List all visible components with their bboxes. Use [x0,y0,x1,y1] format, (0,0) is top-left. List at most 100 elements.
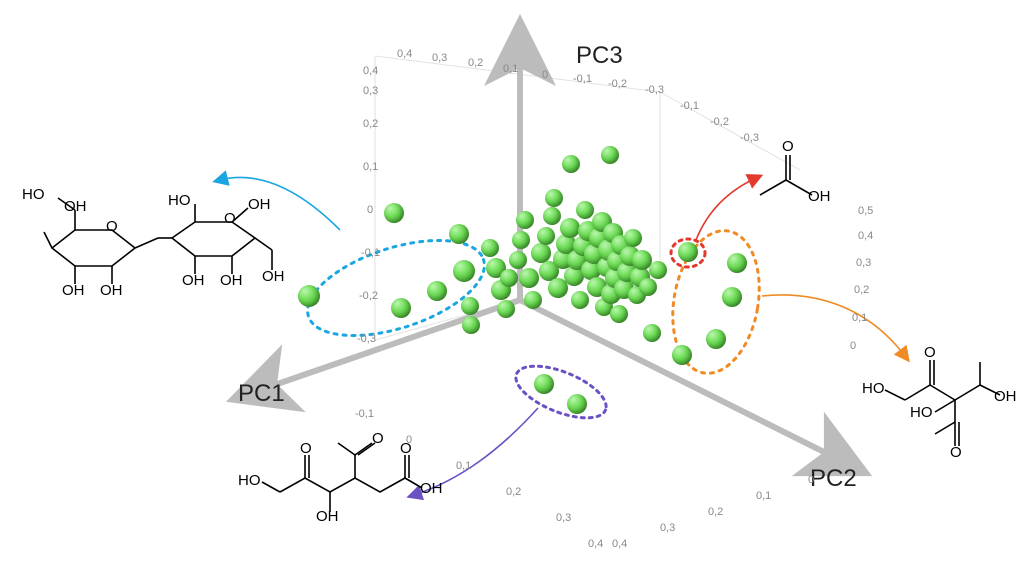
data-point [624,229,642,247]
data-point [562,155,580,173]
red-arrow [696,178,756,240]
chem-o: O [924,344,936,361]
data-point [537,227,555,245]
data-point [531,243,551,263]
data-point [519,268,539,288]
data-point [601,146,619,164]
tick-label: -0,3 [357,333,376,345]
data-point [384,203,404,223]
data-point [391,298,411,318]
data-point [576,201,594,219]
data-point [672,345,692,365]
chem-oh: OH [808,188,831,205]
data-point [481,239,499,257]
data-point [643,324,661,342]
tick-label: -0,3 [645,84,664,96]
blue-arrow [220,177,340,230]
tick-label: 0 [808,474,814,486]
tick-label: 0,1 [852,312,867,324]
tick-label: -0,1 [361,247,380,259]
chem-o: O [950,444,962,461]
molecule-citric-acid-like [262,443,422,512]
tick-label: 0,5 [858,205,873,217]
data-point [610,305,628,323]
blue-cluster [296,222,496,355]
chem-oh: OH [182,272,205,289]
tick-label: 0,4 [397,48,412,60]
data-point [560,218,580,238]
tick-label: 0,4 [612,538,627,550]
chem-ho: HO [238,472,261,489]
data-point [509,251,527,269]
data-point [567,394,587,414]
tick-label: 0,1 [456,460,471,472]
data-point [516,211,534,229]
tick-label: 0,4 [363,65,378,77]
data-point [722,287,742,307]
tick-label: -0,1 [573,73,592,85]
data-point [543,207,561,225]
tick-label: 0,3 [363,85,378,97]
tick-label: -0,2 [710,116,729,128]
data-point [512,231,530,249]
tick-label: 0 [367,204,373,216]
chem-o: O [224,210,236,227]
chem-oh: OH [248,196,271,213]
tick-label: 0,2 [854,284,869,296]
data-point [453,260,475,282]
data-point [524,291,542,309]
chem-o: O [782,138,794,155]
data-point [649,261,667,279]
chem-oh: OH [316,508,339,525]
tick-label: 0,2 [506,486,521,498]
data-point [427,281,447,301]
axis-pc1 [260,300,520,390]
tick-label: 0,2 [363,118,378,130]
data-point [571,291,589,309]
chem-ho: HO [862,380,885,397]
orange-arrow [762,295,905,356]
chem-ho: HO [22,186,45,203]
chem-ho: HO [910,404,933,421]
tick-label: -0,1 [680,100,699,112]
tick-label: 0,4 [858,230,873,242]
tick-label: 0,3 [556,512,571,524]
chem-o: O [106,218,118,235]
data-point [500,269,518,287]
tick-label: 0,1 [756,490,771,502]
chem-ho: HO [168,192,191,209]
tick-label: -0,1 [355,408,374,420]
tick-label: 0,3 [856,257,871,269]
tick-label: 0,2 [468,57,483,69]
molecule-acetic-acid [760,155,812,195]
tick-label: -0,2 [608,78,627,90]
chem-oh: OH [64,198,87,215]
data-point [462,316,480,334]
data-point [678,242,698,262]
data-point [534,374,554,394]
tick-label: -0,3 [740,132,759,144]
chem-oh: OH [994,388,1017,405]
tick-label: 0,3 [660,522,675,534]
molecule-malic-acid [885,360,1000,446]
tick-label: -0,2 [359,290,378,302]
tick-label: 0,4 [588,538,603,550]
data-point [497,300,515,318]
data-point [449,224,469,244]
tick-label: 0,1 [503,63,518,75]
tick-label: 0 [406,434,412,446]
chem-o: O [300,440,312,457]
chem-oh: OH [62,282,85,299]
data-point [298,285,320,307]
axis-pc2 [520,300,840,460]
tick-label: 0 [850,340,856,352]
tick-label: 0 [542,69,548,81]
tick-label: 0,3 [432,52,447,64]
axis-label-pc2: PC2 [810,465,857,493]
chem-oh: OH [100,282,123,299]
chem-o: O [372,430,384,447]
tick-label: 0,1 [363,161,378,173]
axis-label-pc1: PC1 [238,380,285,408]
data-point [461,297,479,315]
purple-cluster [509,355,613,428]
